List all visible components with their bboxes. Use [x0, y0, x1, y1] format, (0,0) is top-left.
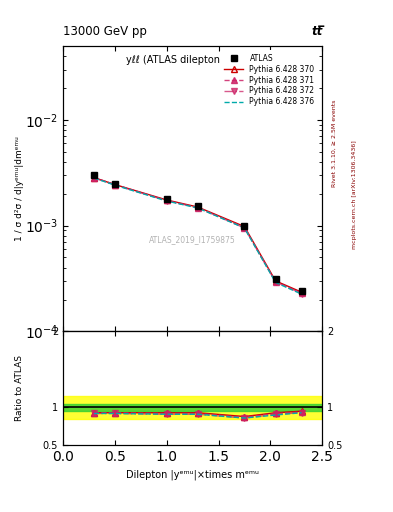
ATLAS: [164, 196, 169, 202]
Pythia 6.428 371: [242, 224, 247, 230]
Pythia 6.428 370: [195, 204, 200, 210]
Pythia 6.428 372: [195, 205, 200, 211]
Line: ATLAS: ATLAS: [91, 173, 304, 294]
Line: Pythia 6.428 376: Pythia 6.428 376: [94, 178, 301, 294]
Pythia 6.428 376: [92, 175, 96, 181]
Pythia 6.428 376: [195, 205, 200, 211]
Text: ATLAS_2019_I1759875: ATLAS_2019_I1759875: [149, 236, 236, 245]
Line: Pythia 6.428 371: Pythia 6.428 371: [91, 175, 304, 296]
Pythia 6.428 376: [242, 225, 247, 231]
Pythia 6.428 371: [164, 198, 169, 204]
Pythia 6.428 370: [242, 224, 247, 230]
Pythia 6.428 372: [112, 182, 117, 188]
Pythia 6.428 371: [112, 181, 117, 187]
Pythia 6.428 371: [195, 205, 200, 211]
Legend: ATLAS, Pythia 6.428 370, Pythia 6.428 371, Pythia 6.428 372, Pythia 6.428 376: ATLAS, Pythia 6.428 370, Pythia 6.428 37…: [220, 50, 318, 110]
ATLAS: [273, 276, 278, 283]
Line: Pythia 6.428 370: Pythia 6.428 370: [91, 175, 304, 295]
Pythia 6.428 372: [92, 175, 96, 181]
Pythia 6.428 370: [273, 278, 278, 284]
X-axis label: Dilepton |yᵉᵐᵘ|×times mᵉᵐᵘ: Dilepton |yᵉᵐᵘ|×times mᵉᵐᵘ: [126, 470, 259, 480]
Text: tt̅: tt̅: [311, 25, 322, 37]
Pythia 6.428 376: [299, 291, 304, 297]
Bar: [63, 396, 322, 419]
Bar: [63, 403, 322, 411]
Pythia 6.428 371: [273, 279, 278, 285]
Y-axis label: 1 / σ d²σ / d|yᵉᵐᵘ|dmᵉᵐᵘ: 1 / σ d²σ / d|yᵉᵐᵘ|dmᵉᵐᵘ: [15, 136, 24, 241]
Pythia 6.428 370: [164, 197, 169, 203]
Pythia 6.428 376: [112, 182, 117, 188]
Y-axis label: Ratio to ATLAS: Ratio to ATLAS: [15, 355, 24, 421]
Text: yℓℓ (ATLAS dileptonic ttbar): yℓℓ (ATLAS dileptonic ttbar): [126, 55, 259, 65]
Pythia 6.428 371: [299, 290, 304, 296]
ATLAS: [92, 172, 96, 178]
ATLAS: [242, 223, 247, 229]
Pythia 6.428 372: [299, 290, 304, 296]
Pythia 6.428 376: [273, 280, 278, 286]
Text: 13000 GeV pp: 13000 GeV pp: [63, 25, 147, 37]
Text: Rivet 3.1.10, ≥ 2.5M events: Rivet 3.1.10, ≥ 2.5M events: [332, 100, 337, 187]
Pythia 6.428 376: [164, 198, 169, 204]
Pythia 6.428 370: [92, 175, 96, 181]
ATLAS: [112, 181, 117, 187]
Pythia 6.428 371: [92, 175, 96, 181]
ATLAS: [299, 288, 304, 294]
Line: Pythia 6.428 372: Pythia 6.428 372: [91, 175, 304, 296]
ATLAS: [195, 202, 200, 208]
Pythia 6.428 372: [273, 279, 278, 285]
Pythia 6.428 370: [299, 289, 304, 295]
Pythia 6.428 370: [112, 181, 117, 187]
Text: mcplots.cern.ch [arXiv:1306.3436]: mcplots.cern.ch [arXiv:1306.3436]: [352, 140, 357, 249]
Pythia 6.428 372: [242, 225, 247, 231]
Pythia 6.428 372: [164, 198, 169, 204]
